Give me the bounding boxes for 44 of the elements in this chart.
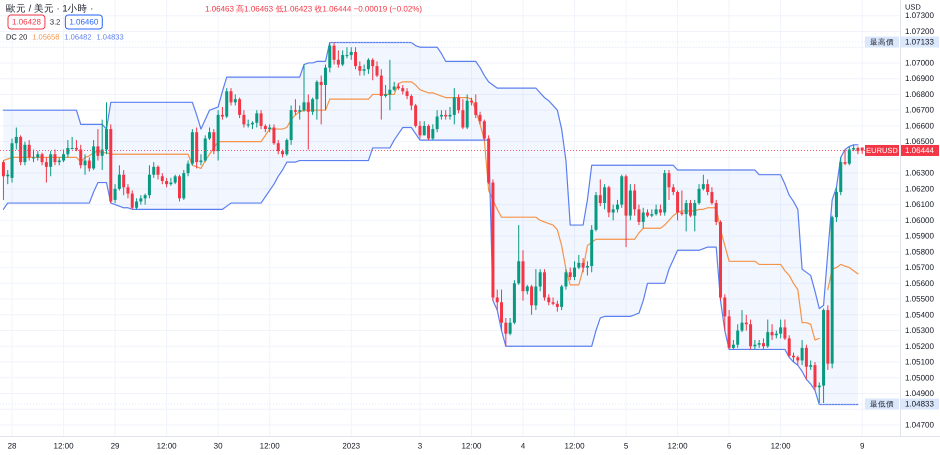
chart-title: 歐元 / 美元 · 1小時 · bbox=[6, 2, 94, 14]
x-tick-label: 12:00 bbox=[668, 442, 688, 450]
x-tick-label: 12:00 bbox=[770, 442, 792, 450]
y-tick-label: 1.05800 bbox=[905, 247, 934, 256]
y-tick-label: 1.05200 bbox=[905, 342, 934, 351]
y-tick-label: 1.06300 bbox=[905, 168, 934, 178]
x-tick-label: 2023 bbox=[342, 442, 361, 450]
y-tick-label: 1.05000 bbox=[905, 373, 934, 382]
y-tick-label: 1.04700 bbox=[905, 420, 934, 430]
y-tick-label: 1.06700 bbox=[905, 106, 934, 115]
x-tick-label: 29 bbox=[110, 442, 120, 450]
x-tick-label: 30 bbox=[214, 442, 224, 450]
x-tick-label: 12:00 bbox=[260, 442, 280, 450]
y-tick-label: 1.05100 bbox=[905, 358, 934, 367]
x-tick-label: 12:00 bbox=[156, 442, 178, 450]
y-tick-label: 1.06600 bbox=[905, 121, 934, 130]
x-tick-label: 12:00 bbox=[461, 442, 482, 450]
x-tick-label: 3 bbox=[418, 442, 423, 450]
annotation: 1.06428 bbox=[12, 18, 42, 26]
y-tick-label: 1.05300 bbox=[905, 326, 934, 336]
x-tick-label: 12:00 bbox=[54, 442, 74, 450]
y-tick-label: 1.07300 bbox=[905, 11, 934, 20]
y-tick-label: 1.06000 bbox=[905, 216, 934, 225]
x-tick-label: 6 bbox=[726, 442, 732, 450]
y-tick-label: 1.07200 bbox=[905, 26, 934, 36]
y-tick-label: 1.05500 bbox=[905, 294, 934, 304]
annotation: 1.06460 bbox=[69, 18, 99, 26]
y-tick-label: 1.04900 bbox=[905, 389, 934, 398]
y-tick-label: 1.05900 bbox=[905, 232, 934, 241]
y-tick-label: 1.05700 bbox=[905, 263, 934, 272]
annotation: 1.06463 高1.06463 低1.06423 收1.06444 −0.00019 (−0.02%) bbox=[205, 4, 422, 14]
x-tick-label: 5 bbox=[624, 442, 629, 450]
x-tick-label: 4 bbox=[520, 442, 526, 450]
y-tick-label: 1.06200 bbox=[905, 184, 934, 194]
y-tick-label: 1.06500 bbox=[905, 137, 934, 146]
y-tick-label: 1.06100 bbox=[905, 200, 934, 210]
y-tick-label: 1.06900 bbox=[905, 74, 934, 84]
x-tick-label: 12:00 bbox=[564, 442, 586, 450]
y-tick-label: 1.05600 bbox=[905, 278, 934, 288]
y-tick-label: 1.05400 bbox=[905, 310, 934, 320]
y-tick-label: 1.06800 bbox=[905, 90, 934, 99]
x-tick-label: 9 bbox=[860, 442, 865, 450]
x-tick-label: 28 bbox=[8, 442, 18, 450]
y-tick-label: 1.07000 bbox=[905, 58, 934, 68]
